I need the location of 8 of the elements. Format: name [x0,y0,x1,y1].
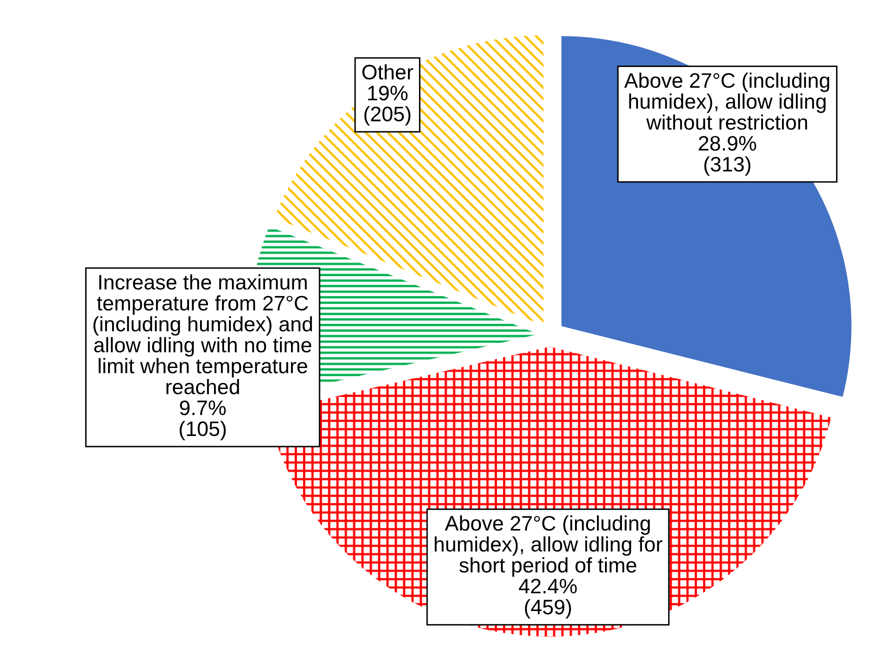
data-label: 19% (205) [364,86,410,126]
slice-label: Other [362,64,414,80]
data-label: 9.7% (105) [180,400,226,440]
data-label: 28.9% (313) [698,136,756,176]
slice-label: Increase the maximum temperature from 27°C (including humidex) and allow idling with no time limit when temperature reached [93,274,312,394]
slice-label: Above 27°C (including humidex), allow idling without restriction [624,72,830,130]
slice-label: Above 27°C (including humidex), allow idling for short period of time [434,515,662,577]
data-label: 42.4% (459) [518,578,577,619]
